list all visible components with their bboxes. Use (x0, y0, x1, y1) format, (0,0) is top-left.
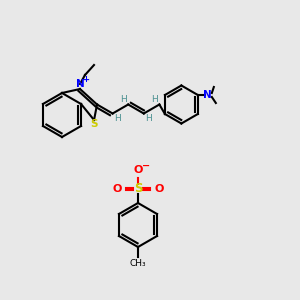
Text: N: N (76, 79, 84, 89)
Text: O: O (133, 165, 143, 175)
Text: H: H (114, 114, 121, 123)
Text: CH₃: CH₃ (130, 259, 146, 268)
Text: −: − (142, 161, 150, 171)
Text: H: H (120, 95, 127, 104)
Text: +: + (82, 76, 89, 85)
Text: H: H (146, 114, 152, 123)
Text: O: O (154, 184, 164, 194)
Text: O: O (112, 184, 122, 194)
Text: N: N (203, 90, 212, 100)
Text: S: S (134, 182, 142, 196)
Text: S: S (90, 119, 98, 129)
Text: H: H (151, 95, 158, 104)
